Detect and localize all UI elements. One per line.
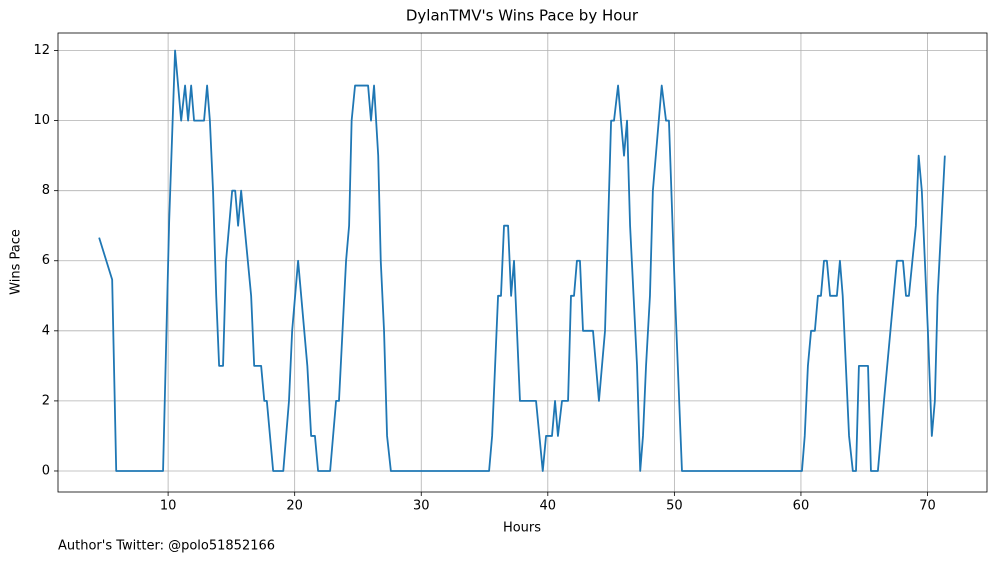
y-tick-label: 4: [42, 323, 50, 338]
y-tick-label: 2: [42, 393, 50, 408]
x-tick-label: 40: [540, 499, 557, 514]
y-tick-label: 8: [42, 183, 50, 198]
y-tick-label: 12: [33, 43, 50, 58]
x-tick-label: 50: [666, 499, 683, 514]
y-tick-label: 6: [42, 253, 50, 268]
chart-title: DylanTMV's Wins Pace by Hour: [406, 7, 639, 25]
plot-frame: [57, 32, 988, 493]
y-tick-label: 0: [42, 463, 50, 478]
data-line: [98, 49, 946, 472]
x-tick-label: 20: [286, 499, 303, 514]
y-tick-label: 10: [33, 113, 50, 128]
footnote: Author's Twitter: @polo51852166: [58, 539, 275, 554]
y-axis-label: Wins Pace: [9, 229, 24, 295]
x-tick-label: 60: [793, 499, 810, 514]
x-tick-label: 70: [919, 499, 936, 514]
x-tick-label: 30: [413, 499, 430, 514]
x-axis-label: Hours: [503, 521, 541, 536]
x-tick-label: 10: [160, 499, 177, 514]
